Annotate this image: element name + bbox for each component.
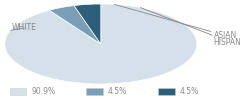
Text: WHITE: WHITE [11, 24, 37, 32]
FancyBboxPatch shape [86, 88, 103, 95]
Text: 4.5%: 4.5% [180, 86, 199, 96]
Wedge shape [74, 4, 101, 44]
Text: HISPANIC: HISPANIC [140, 8, 240, 47]
Text: 90.9%: 90.9% [31, 86, 55, 96]
FancyBboxPatch shape [10, 88, 26, 95]
FancyBboxPatch shape [158, 88, 175, 95]
Wedge shape [49, 6, 101, 44]
Text: 4.5%: 4.5% [108, 86, 127, 96]
Wedge shape [5, 4, 197, 84]
Text: ASIAN: ASIAN [114, 4, 237, 40]
